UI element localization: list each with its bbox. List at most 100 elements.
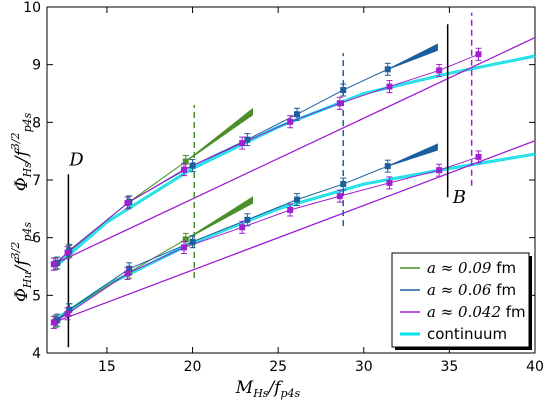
data-point-a006-upper bbox=[293, 111, 300, 118]
y-axis-label-upper: ΦHs/f3/2p4s bbox=[9, 112, 34, 191]
continuum-center-lower bbox=[55, 153, 536, 320]
data-point-a006-lower bbox=[126, 265, 133, 272]
legend-label-continuum: continuum bbox=[427, 325, 507, 343]
data-point-a0042-lower bbox=[180, 244, 187, 251]
data-point-a006-lower bbox=[340, 181, 347, 188]
annotation-B: B bbox=[452, 187, 466, 208]
annotations-layer: DB bbox=[68, 150, 466, 208]
data-point-a0042-upper bbox=[436, 67, 443, 74]
data-point-a0042-upper bbox=[475, 51, 482, 58]
data-point-a006-upper bbox=[54, 260, 61, 267]
data-point-a0042-upper bbox=[287, 118, 294, 125]
y-tick-label: 10 bbox=[23, 0, 41, 16]
data-point-a006-upper bbox=[384, 66, 391, 73]
data-point-a0042-upper bbox=[180, 166, 187, 173]
legend-math-a0042: a ≈ 0.042 bbox=[427, 303, 501, 321]
y-upper-sub: Hs bbox=[21, 162, 34, 179]
data-point-a0042-lower bbox=[50, 319, 57, 326]
y-lower-sub: Hu bbox=[21, 271, 34, 289]
y-tick-label: 5 bbox=[32, 288, 41, 304]
fit-line-a006-lower bbox=[56, 165, 388, 321]
data-point-a0042-upper bbox=[239, 140, 246, 147]
data-point-a006-lower bbox=[384, 163, 391, 170]
data-point-a0042-upper bbox=[64, 249, 71, 256]
data-point-a006-upper bbox=[244, 136, 251, 143]
y-lower-exp: 3/2 bbox=[9, 242, 22, 260]
legend-math-a009: a ≈ 0.09 bbox=[427, 259, 492, 277]
data-point-a0042-lower bbox=[124, 270, 131, 277]
y-lower-den: /f bbox=[12, 257, 32, 274]
extrap-band-a009-lower bbox=[185, 196, 253, 240]
data-point-a0042-lower bbox=[64, 310, 71, 317]
y-upper-exp: 3/2 bbox=[9, 132, 22, 150]
y-upper-den: /f bbox=[12, 147, 32, 164]
x-label-sub: Hs bbox=[252, 387, 269, 400]
data-point-a0042-lower bbox=[336, 193, 343, 200]
y-lower-den-sub: p4s bbox=[21, 222, 34, 242]
legend-unit-a006: fm bbox=[491, 281, 516, 299]
data-point-a006-lower bbox=[66, 306, 73, 313]
y-tick-label: 9 bbox=[32, 58, 41, 74]
legend-label-a009: a ≈ 0.09 fm bbox=[427, 259, 516, 277]
legend-entries: a ≈ 0.09 fma ≈ 0.06 fma ≈ 0.042 fmcontin… bbox=[400, 259, 526, 343]
extrap-band-a006-lower bbox=[387, 143, 438, 167]
data-point-a0042-lower bbox=[436, 167, 443, 174]
y-lower-main: Φ bbox=[12, 288, 32, 302]
y-upper-main: Φ bbox=[12, 177, 32, 191]
x-label-den: /f bbox=[266, 378, 283, 398]
extrap-band-a006-upper bbox=[387, 43, 438, 70]
extrap-line-a0042-lower bbox=[53, 140, 536, 324]
data-point-a006-upper bbox=[340, 87, 347, 94]
annotation-D: D bbox=[68, 150, 84, 171]
data-point-a006-upper bbox=[189, 162, 196, 169]
y-upper-den-sub: p4s bbox=[21, 112, 34, 132]
data-point-a0042-lower bbox=[386, 179, 393, 186]
legend-unit-a0042: fm bbox=[501, 303, 526, 321]
extrap-line-a0042-upper bbox=[53, 36, 536, 265]
x-tick-label: 35 bbox=[440, 359, 458, 375]
continuum-band-upper bbox=[54, 54, 536, 268]
x-tick-label: 40 bbox=[526, 359, 544, 375]
fit-line-a006-upper bbox=[56, 68, 388, 264]
data-point-a0042-upper bbox=[336, 100, 343, 107]
x-axis-label: MHs/fp4s bbox=[235, 378, 301, 400]
legend-unit-a009: fm bbox=[491, 259, 516, 277]
x-label-den-sub: p4s bbox=[281, 387, 301, 400]
data-point-a006-lower bbox=[189, 238, 196, 245]
y-tick-label: 7 bbox=[32, 173, 41, 189]
points-layer bbox=[50, 47, 482, 329]
y-tick-label: 4 bbox=[32, 346, 41, 362]
vlines-layer bbox=[67, 12, 473, 348]
data-point-a0042-upper bbox=[386, 83, 393, 90]
legend: a ≈ 0.09 fma ≈ 0.06 fma ≈ 0.042 fmcontin… bbox=[391, 252, 532, 350]
x-tick-label: 30 bbox=[355, 359, 373, 375]
data-point-a0042-lower bbox=[475, 153, 482, 160]
fit-line-a0042-upper bbox=[53, 53, 479, 265]
y-tick-label: 6 bbox=[32, 231, 41, 247]
continuum-center-upper bbox=[55, 55, 536, 267]
legend-math-a006: a ≈ 0.06 bbox=[427, 281, 492, 299]
y-tick-label: 8 bbox=[32, 115, 41, 131]
x-tick-label: 15 bbox=[98, 359, 116, 375]
data-point-a0042-lower bbox=[287, 206, 294, 213]
x-tick-label: 20 bbox=[184, 359, 202, 375]
data-point-a0042-upper bbox=[50, 261, 57, 268]
legend-label-a006: a ≈ 0.06 fm bbox=[427, 281, 516, 299]
x-tick-label: 25 bbox=[269, 359, 287, 375]
lines-layer bbox=[53, 36, 536, 324]
legend-label-a0042: a ≈ 0.042 fm bbox=[427, 303, 526, 321]
fit-line-a0042-lower bbox=[53, 156, 479, 323]
data-point-a009-lower bbox=[182, 236, 189, 243]
data-point-a0042-upper bbox=[124, 200, 131, 207]
y-axis-label-lower: ΦHu/f3/2p4s bbox=[9, 222, 34, 302]
data-point-a006-lower bbox=[244, 216, 251, 223]
x-label-main: M bbox=[235, 378, 254, 398]
extrap-band-a009-upper bbox=[185, 107, 253, 162]
data-point-a009-upper bbox=[182, 158, 189, 165]
data-point-a006-lower bbox=[293, 196, 300, 203]
data-point-a006-lower bbox=[54, 317, 61, 324]
legend-unit-continuum: continuum bbox=[427, 325, 507, 343]
data-point-a0042-lower bbox=[239, 224, 246, 231]
